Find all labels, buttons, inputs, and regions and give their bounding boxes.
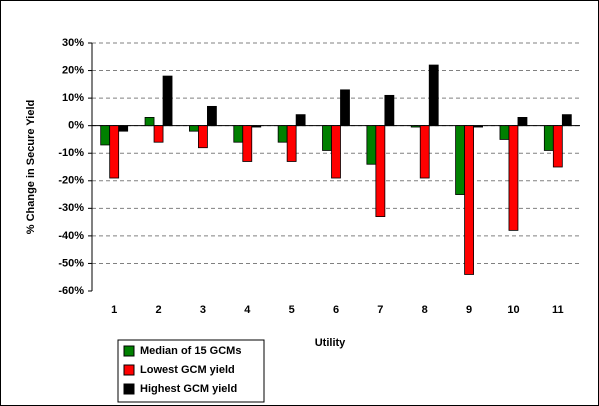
y-tick-label: -30% (58, 202, 84, 214)
bar (189, 125, 199, 132)
bar (499, 125, 510, 140)
y-axis-label: % Change in Secure Yield (25, 100, 37, 235)
bar (162, 75, 173, 127)
bar (109, 125, 120, 179)
bar (517, 117, 528, 127)
bar (375, 125, 386, 217)
bar (340, 89, 350, 127)
legend-label: Highest GCM yield (140, 383, 237, 395)
x-tick-label: 10 (507, 304, 519, 316)
bar (552, 125, 563, 168)
legend-label: Lowest GCM yield (140, 364, 235, 376)
bar (410, 125, 421, 128)
y-tick-label: -40% (58, 230, 84, 242)
bar (295, 114, 306, 127)
y-tick-label: 20% (62, 64, 84, 76)
bar (144, 117, 155, 127)
bar (233, 125, 244, 143)
bar (331, 125, 341, 179)
x-tick-label: 11 (552, 304, 564, 316)
x-tick-label: 7 (377, 304, 383, 316)
legend-swatch (123, 364, 135, 376)
legend-label: Median of 15 GCMs (140, 345, 241, 357)
x-tick-label: 2 (155, 304, 161, 316)
legend-box (117, 339, 265, 403)
x-tick-label: 9 (466, 304, 472, 316)
x-tick-label: 3 (200, 304, 206, 316)
bar (428, 64, 439, 127)
x-tick-label: 4 (244, 304, 251, 316)
bar (251, 125, 262, 128)
bar (198, 125, 208, 149)
bar (464, 125, 474, 275)
legend-swatch (123, 345, 135, 357)
bar (277, 125, 288, 143)
x-tick-label: 1 (111, 304, 117, 316)
bar (384, 94, 395, 127)
bar (473, 125, 483, 128)
bar (419, 125, 430, 179)
y-tick-label: -50% (58, 257, 84, 269)
x-tick-label: 8 (422, 304, 428, 316)
y-tick-label: -10% (58, 147, 84, 159)
bar (207, 105, 217, 127)
y-tick-label: 30% (62, 37, 84, 49)
bar (153, 125, 164, 143)
bar (242, 125, 253, 162)
y-tick-label: 10% (62, 92, 84, 104)
bar (561, 114, 572, 127)
bar (543, 125, 554, 151)
legend-swatch (123, 383, 135, 395)
x-axis-label: Utility (315, 337, 346, 349)
bar (118, 125, 129, 132)
bar (455, 125, 465, 195)
bar (100, 125, 111, 146)
y-tick-label: -20% (58, 175, 84, 187)
y-tick-label: 0% (68, 120, 84, 132)
bar (322, 125, 332, 151)
y-tick-label: -60% (58, 285, 84, 297)
bar (286, 125, 297, 162)
bar (508, 125, 519, 231)
x-tick-label: 6 (333, 304, 339, 316)
bar (366, 125, 377, 165)
x-tick-label: 5 (289, 304, 295, 316)
